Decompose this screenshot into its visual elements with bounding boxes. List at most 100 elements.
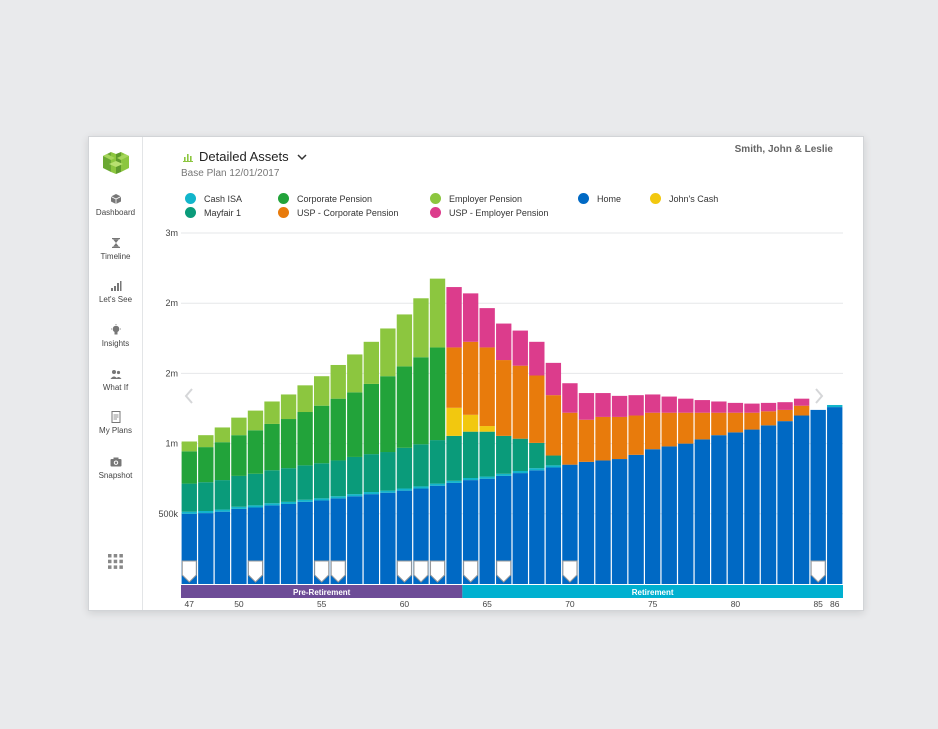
event-marker-pin[interactable]: [396, 560, 412, 583]
legend-label: USP - Corporate Pension: [297, 208, 399, 218]
bar-segment: [694, 439, 710, 584]
x-tick-label: 60: [400, 599, 410, 609]
bar-segment: [446, 482, 462, 584]
bar-segment: [297, 385, 313, 413]
event-marker-pin[interactable]: [496, 560, 512, 583]
chevron-left-icon[interactable]: [184, 388, 193, 404]
bar-segment: [198, 482, 214, 511]
bar-segment: [462, 293, 479, 342]
bar-chart-icon: [183, 154, 193, 162]
bar-segment: [777, 421, 793, 584]
bar-segment: [727, 432, 744, 584]
legend-label: Employer Pension: [449, 194, 523, 204]
chevron-right-icon[interactable]: [815, 388, 824, 404]
camera-icon: [110, 457, 121, 467]
nav-insights[interactable]: Insights: [89, 324, 142, 348]
x-tick-label: 55: [317, 599, 327, 609]
nav-dashboard[interactable]: Dashboard: [89, 193, 142, 217]
event-marker-pin[interactable]: [181, 560, 197, 583]
x-tick-label: 86: [830, 599, 840, 609]
legend-swatch: [578, 193, 589, 204]
bar-segment: [611, 459, 628, 584]
bar-segment: [231, 508, 247, 584]
bar-segment: [496, 435, 512, 474]
legend-swatch: [430, 193, 441, 204]
nav-timeline-label: Timeline: [100, 252, 131, 261]
sidebar: Dashboard Timeline Let's See Insights Wh…: [89, 137, 143, 610]
bar-segment: [429, 483, 446, 486]
bar-segment: [446, 347, 462, 408]
bar-segment: [760, 411, 777, 426]
bar-segment: [810, 409, 826, 584]
bar-segment: [479, 431, 495, 477]
event-marker-pin[interactable]: [413, 560, 429, 583]
nav-what-if-label: What If: [102, 383, 129, 392]
y-tick-label: 2m: [165, 368, 178, 378]
nav-my-plans[interactable]: My Plans: [89, 411, 142, 435]
bar-segment: [827, 407, 843, 584]
grid-icon[interactable]: [108, 554, 123, 569]
nav-my-plans-label: My Plans: [99, 426, 132, 435]
plan-subtitle: Base Plan 12/01/2017: [181, 168, 280, 179]
bar-segment: [512, 473, 528, 584]
bar-segment: [347, 494, 363, 497]
bar-segment: [413, 298, 429, 358]
bar-segment: [264, 423, 280, 471]
document-icon: [111, 411, 120, 423]
bar-segment: [280, 503, 297, 584]
bar-segment: [479, 426, 495, 432]
nav-snapshot[interactable]: Snapshot: [89, 456, 142, 480]
bar-segment: [330, 496, 346, 499]
event-marker-pin[interactable]: [330, 560, 346, 583]
bar-segment: [181, 441, 197, 452]
event-marker-pin[interactable]: [463, 560, 479, 583]
bar-segment: [314, 405, 330, 464]
bar-segment: [297, 412, 313, 466]
x-tick-label: 80: [731, 599, 741, 609]
bar-segment: [628, 454, 644, 584]
bar-segment: [462, 480, 479, 584]
legend-label: USP - Employer Pension: [449, 208, 549, 218]
legend-label: John's Cash: [669, 194, 719, 204]
bar-segment: [760, 425, 777, 584]
bar-segment: [446, 480, 462, 483]
y-tick-label: 1m: [165, 439, 178, 449]
nav-lets-see[interactable]: Let's See: [89, 280, 142, 304]
bar-segment: [330, 364, 346, 399]
bar-segment: [280, 501, 297, 504]
legend-swatch: [185, 193, 196, 204]
bar-segment: [496, 323, 512, 361]
bar-segment: [512, 438, 528, 471]
legend-label: Cash ISA: [204, 194, 243, 204]
bar-segment: [214, 511, 231, 584]
event-marker-pin[interactable]: [247, 560, 263, 583]
event-marker-pin[interactable]: [314, 560, 330, 583]
bar-segment: [562, 464, 578, 584]
bar-segment: [214, 509, 231, 512]
bar-segment: [529, 442, 545, 469]
x-tick-label: 47: [185, 599, 195, 609]
event-marker-pin[interactable]: [810, 560, 826, 583]
page-title[interactable]: Detailed Assets: [199, 149, 289, 164]
bar-segment: [611, 395, 628, 417]
bar-segment: [529, 468, 545, 471]
bar-segment: [727, 412, 744, 433]
bar-segment: [727, 402, 744, 413]
bar-segment: [314, 463, 330, 499]
bar-segment: [363, 494, 379, 584]
bar-segment: [330, 398, 346, 461]
event-marker-pin[interactable]: [430, 560, 446, 583]
bar-segment: [793, 398, 810, 406]
x-tick-label: 75: [648, 599, 658, 609]
chevron-down-icon[interactable]: [297, 154, 307, 161]
nav-what-if[interactable]: What If: [89, 368, 142, 392]
bar-segment: [247, 430, 264, 474]
phase-band: [181, 585, 463, 598]
event-marker-pin[interactable]: [562, 560, 578, 583]
bar-segment: [578, 461, 595, 584]
bar-segment: [711, 435, 727, 584]
nav-timeline[interactable]: Timeline: [89, 237, 142, 261]
bar-segment: [363, 492, 379, 495]
bar-segment: [297, 465, 313, 500]
bar-segment: [496, 360, 512, 436]
